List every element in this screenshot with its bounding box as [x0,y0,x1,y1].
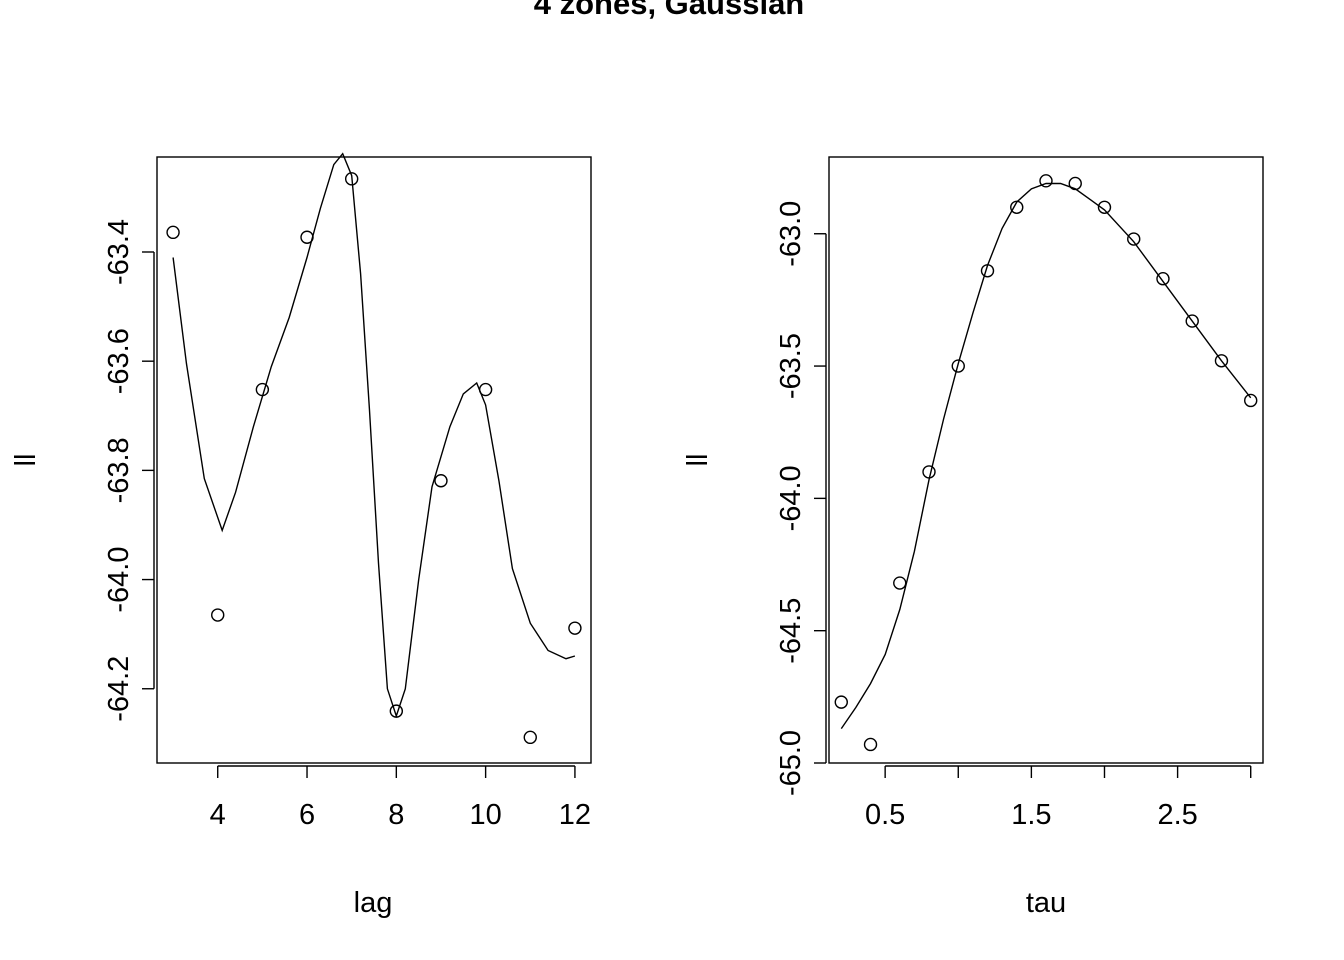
plot-frame [156,156,592,764]
x-axis-label: lag [354,887,393,919]
axes: 0.5 1.5 2.5 -65.0 -64.5 -64.0 -63.5 -63.0 [775,201,1252,831]
x-tick-label: 10 [469,799,501,831]
data-point [1039,174,1053,188]
fit-curve [172,152,576,719]
y-tick-label: -63.5 [775,333,807,399]
y-tick-label: -64.2 [103,656,135,722]
data-point [893,576,907,590]
data-point [255,382,270,397]
data-point [922,465,936,479]
x-tick-label: 12 [559,799,591,831]
y-tick-label: -64.0 [775,465,807,531]
y-tick-label: -63.6 [103,328,135,394]
x-tick-label: 2.5 [1157,799,1197,831]
tau-panel: 0.5 1.5 2.5 -65.0 -64.5 -64.0 -63.5 -63.0 tau l… [682,156,1264,919]
y-axis-label: ll [10,454,42,467]
y-tick-label: -64.0 [103,547,135,613]
axes: 4 6 8 10 12 -64.2 -64.0 -63.8 -63.6 -63.4 [103,219,591,831]
data-point [1244,393,1258,408]
y-axis-label: ll [682,454,714,467]
x-tick-label: 1.5 [1011,799,1051,831]
y-tick-label: -63.8 [103,437,135,503]
y-tick-label: -64.5 [775,598,807,664]
lag-panel: 4 6 8 10 12 -64.2 -64.0 -63.8 -63.6 -63.4 lag ll [10,152,592,919]
data-point [478,382,493,397]
data-point [1214,354,1229,368]
data-point [344,172,359,186]
figure-title: 4 zones, Gaussian [534,0,805,21]
data-point [389,704,404,718]
data-point [211,608,225,622]
data-point [434,474,448,488]
fit-curve [840,182,1252,729]
data-point [1127,232,1141,246]
data-point [568,621,582,635]
data-point [1156,272,1170,286]
x-tick-label: 8 [388,799,404,831]
y-tick-label: -63.4 [103,219,135,285]
x-tick-label: 0.5 [865,799,905,831]
data-points [834,174,1258,752]
y-tick-label: -65.0 [775,730,807,796]
data-point [1068,176,1082,191]
data-point [1097,200,1112,214]
x-axis-label: tau [1026,887,1066,919]
x-tick-label: 4 [210,799,226,831]
data-point [863,737,878,752]
data-point [300,230,314,244]
data-point [834,695,848,709]
data-points [166,172,582,745]
data-point [523,730,537,745]
y-tick-label: -63.0 [775,201,807,267]
data-point [1010,200,1024,214]
data-point [951,359,965,373]
plot-frame [828,156,1264,764]
data-point [166,225,180,240]
data-point [980,264,995,278]
x-tick-label: 6 [299,799,315,831]
data-point [1185,314,1199,328]
